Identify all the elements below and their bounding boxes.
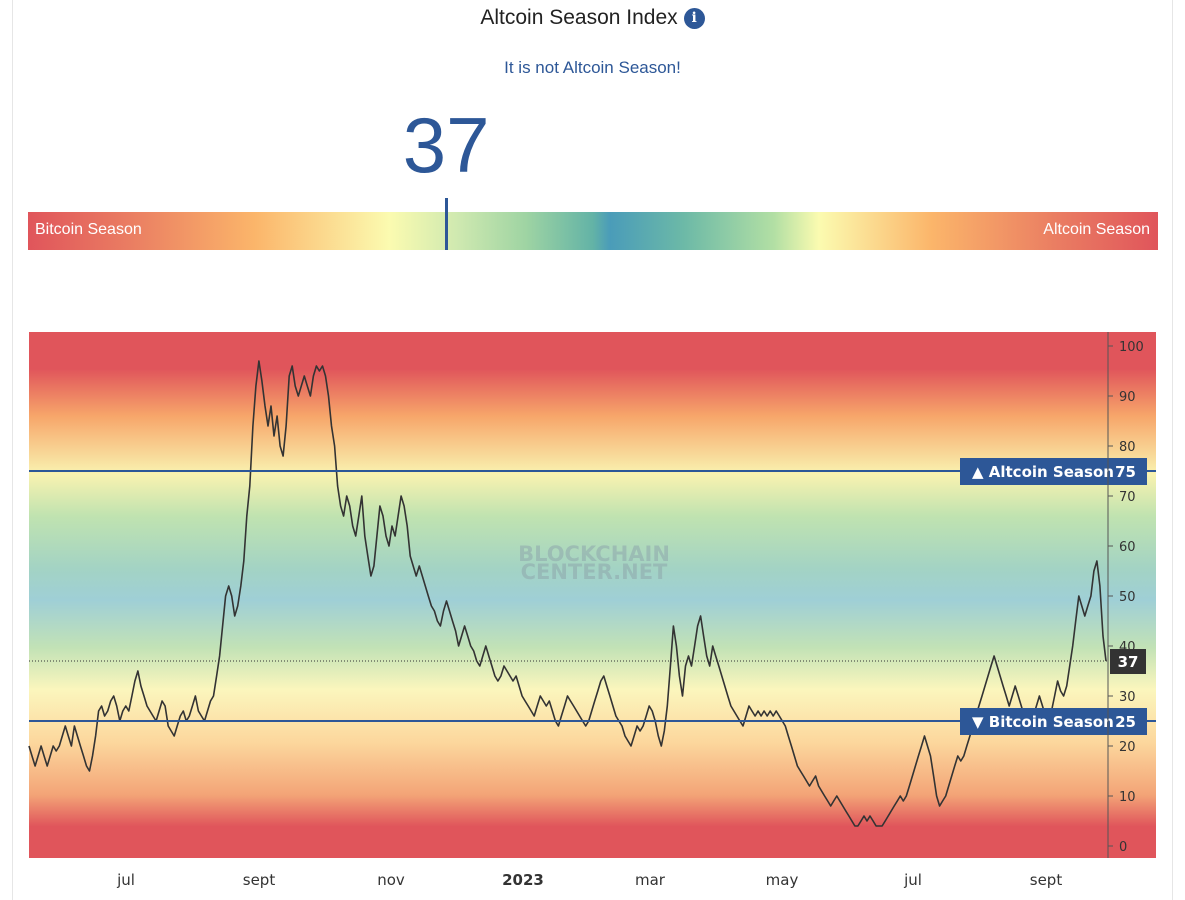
y-tick-label: 40 [1119,640,1136,655]
x-tick-label: sept [1030,871,1063,889]
watermark-line-1: BLOCKCHAIN [518,542,670,566]
x-tick-label: mar [635,871,666,889]
info-icon[interactable]: i [683,8,705,29]
chart-background [29,332,1156,858]
page-title: Altcoin Season Index i [0,6,1185,30]
index-value: 37 [402,101,490,189]
x-tick-label: 2023 [502,871,544,889]
gauge-marker [444,198,448,250]
x-tick-label: nov [377,871,405,889]
index-card [12,0,1173,900]
y-tick-label: 0 [1119,840,1127,855]
index-series-line [28,360,1107,827]
altcoin-season-tag [960,458,1147,485]
y-tick-label: 60 [1119,540,1136,555]
y-tick-label: 50 [1119,590,1136,605]
y-tick-label: 90 [1119,390,1136,405]
status-text: It is not Altcoin Season! [504,58,681,77]
bitcoin-season-label: Bitcoin Season [35,221,142,238]
bitcoin-season-tag-label: ▼ Bitcoin Season [972,713,1114,731]
y-tick-label: 30 [1119,690,1136,705]
current-value-tag [1110,649,1146,674]
current-value-tag-label: 37 [1118,653,1139,671]
x-tick-label: jul [116,871,135,889]
altcoin-season-label: Altcoin Season [1043,221,1150,238]
bitcoin-season-tag [960,708,1147,735]
x-tick-label: may [766,871,799,889]
x-tick-label: sept [243,871,276,889]
watermark-line-2: CENTER.NET [521,560,668,584]
y-tick-label: 100 [1119,340,1144,355]
y-tick-label: 20 [1119,740,1136,755]
bitcoin-season-tag-value: 25 [1115,713,1136,731]
altcoin-season-tag-label: ▲ Altcoin Season [972,463,1114,481]
x-tick-label: jul [903,871,922,889]
title-text: Altcoin Season Index [480,6,678,29]
altcoin-season-tag-value: 75 [1115,463,1136,481]
season-gauge-bar: Bitcoin Season Altcoin Season [28,212,1158,250]
y-tick-label: 10 [1119,790,1136,805]
y-tick-label: 70 [1119,490,1136,505]
y-tick-label: 80 [1119,440,1136,455]
